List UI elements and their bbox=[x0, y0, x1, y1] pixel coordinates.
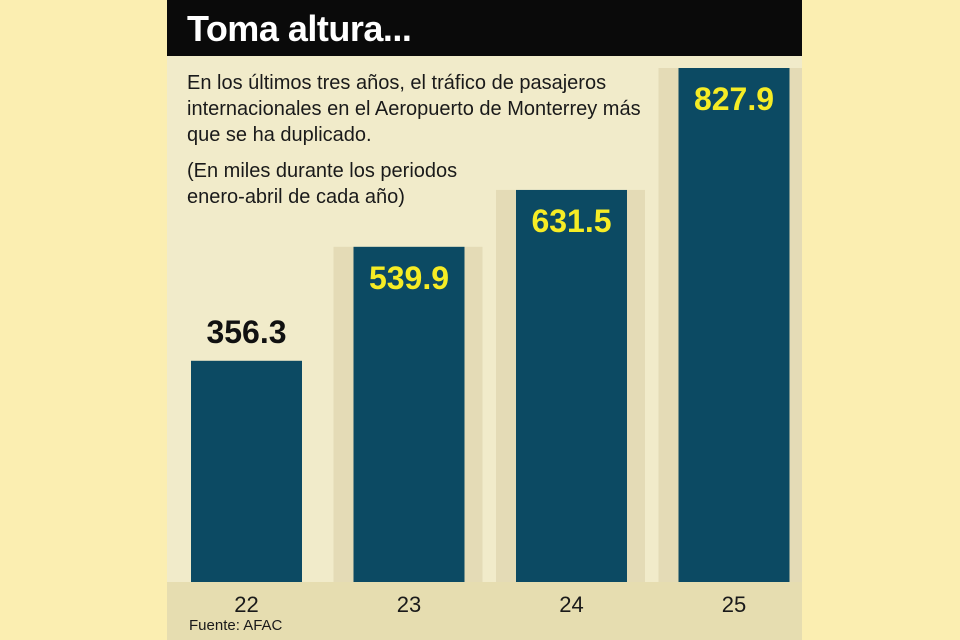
value-label-24: 631.5 bbox=[531, 203, 611, 239]
x-tick-label-24: 24 bbox=[559, 592, 583, 617]
bar-shadow bbox=[464, 246, 483, 582]
x-tick-label-25: 25 bbox=[722, 592, 746, 617]
value-label-23: 539.9 bbox=[369, 260, 449, 296]
bar-shadow bbox=[496, 189, 516, 582]
bar-chart: 356.3 22 539.9 23 631.5 24 827.9 25 bbox=[167, 68, 802, 640]
bar-24 bbox=[516, 189, 627, 582]
bar-25 bbox=[678, 68, 790, 582]
chart-note: (En miles durante los periodos enero-abr… bbox=[187, 160, 458, 208]
header-bar: Toma altura... bbox=[167, 0, 802, 56]
x-tick-label-22: 22 bbox=[234, 592, 258, 617]
axis-strip bbox=[167, 582, 802, 640]
chart-subtitle: En los últimos tres años, el tráfico de … bbox=[187, 72, 641, 146]
infographic-panel: Toma altura... 356.3 22 539.9 23 631.5 24 827.… bbox=[167, 0, 802, 640]
bar-shadow bbox=[333, 246, 354, 582]
bar-shadow bbox=[789, 68, 802, 582]
bar-shadow bbox=[627, 189, 645, 582]
bar-23 bbox=[353, 246, 465, 582]
x-tick-label-23: 23 bbox=[397, 592, 421, 617]
value-label-22: 356.3 bbox=[206, 314, 286, 350]
value-label-25: 827.9 bbox=[694, 81, 774, 117]
source-credit: Fuente: AFAC bbox=[189, 617, 283, 634]
bar-shadow bbox=[658, 68, 679, 582]
chart-title: Toma altura... bbox=[187, 8, 412, 49]
bar-22 bbox=[191, 360, 302, 582]
